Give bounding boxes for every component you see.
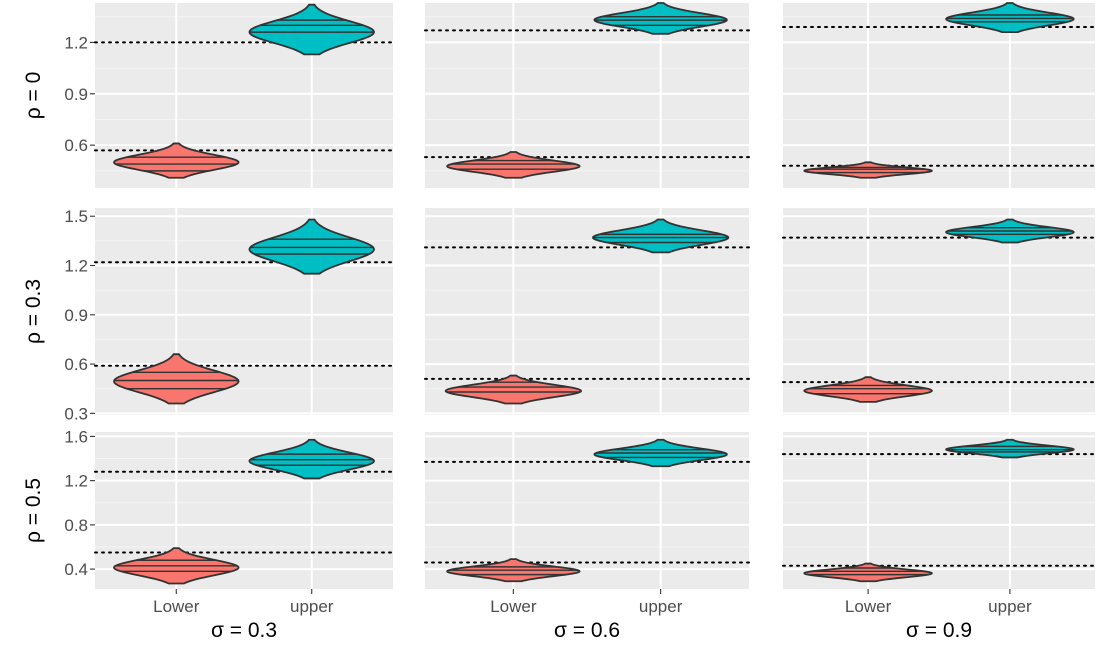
violin-upper bbox=[248, 218, 375, 275]
row-facet-label: ρ = 0.3 bbox=[22, 279, 45, 344]
violin-upper bbox=[592, 218, 730, 254]
column-facet-label: σ = 0.3 bbox=[211, 619, 277, 642]
y-tick-label: 0.6 bbox=[64, 355, 88, 374]
violin-upper bbox=[593, 2, 728, 35]
facet-panel bbox=[424, 208, 750, 415]
row-facet-label: ρ = 0 bbox=[22, 72, 45, 120]
column-facet-label: σ = 0.9 bbox=[906, 619, 972, 642]
panel-background bbox=[783, 3, 1095, 188]
y-tick-label: 1.2 bbox=[64, 257, 88, 276]
facet-panel bbox=[782, 2, 1096, 188]
facet-panel bbox=[782, 432, 1096, 589]
facet-panel bbox=[782, 208, 1096, 415]
y-tick-label: 0.9 bbox=[64, 306, 88, 325]
violin-lower bbox=[803, 562, 933, 583]
x-tick-label: upper bbox=[988, 597, 1032, 616]
violin-upper bbox=[945, 2, 1075, 34]
y-tick-label: 0.9 bbox=[64, 85, 88, 104]
x-tick-label: upper bbox=[639, 597, 683, 616]
violin-upper bbox=[945, 438, 1075, 459]
facet-panel bbox=[94, 208, 394, 415]
facet-panel bbox=[94, 3, 394, 188]
violin-lower bbox=[444, 374, 582, 405]
violin-lower bbox=[113, 353, 240, 405]
panel-background bbox=[783, 208, 1095, 415]
row-facet-label: ρ = 0.5 bbox=[22, 478, 45, 543]
column-facet-label: σ = 0.6 bbox=[554, 619, 620, 642]
x-tick-label: Lower bbox=[845, 597, 892, 616]
y-tick-label: 1.6 bbox=[64, 427, 88, 446]
y-tick-label: 1.2 bbox=[64, 33, 88, 52]
y-tick-label: 1.5 bbox=[64, 207, 88, 226]
y-tick-label: 0.4 bbox=[64, 560, 88, 579]
violin-lower bbox=[113, 142, 240, 179]
y-tick-label: 1.2 bbox=[64, 472, 88, 491]
y-tick-label: 0.8 bbox=[64, 516, 88, 535]
facet-panel bbox=[94, 432, 394, 589]
x-tick-label: Lower bbox=[153, 597, 200, 616]
y-tick-label: 0.6 bbox=[64, 136, 88, 155]
y-tick-label: 0.3 bbox=[64, 404, 88, 423]
facet-panel bbox=[424, 2, 750, 188]
x-tick-label: Lower bbox=[490, 597, 537, 616]
violin-upper bbox=[248, 3, 375, 56]
facet-panel bbox=[424, 432, 750, 589]
x-tick-label: upper bbox=[290, 597, 334, 616]
